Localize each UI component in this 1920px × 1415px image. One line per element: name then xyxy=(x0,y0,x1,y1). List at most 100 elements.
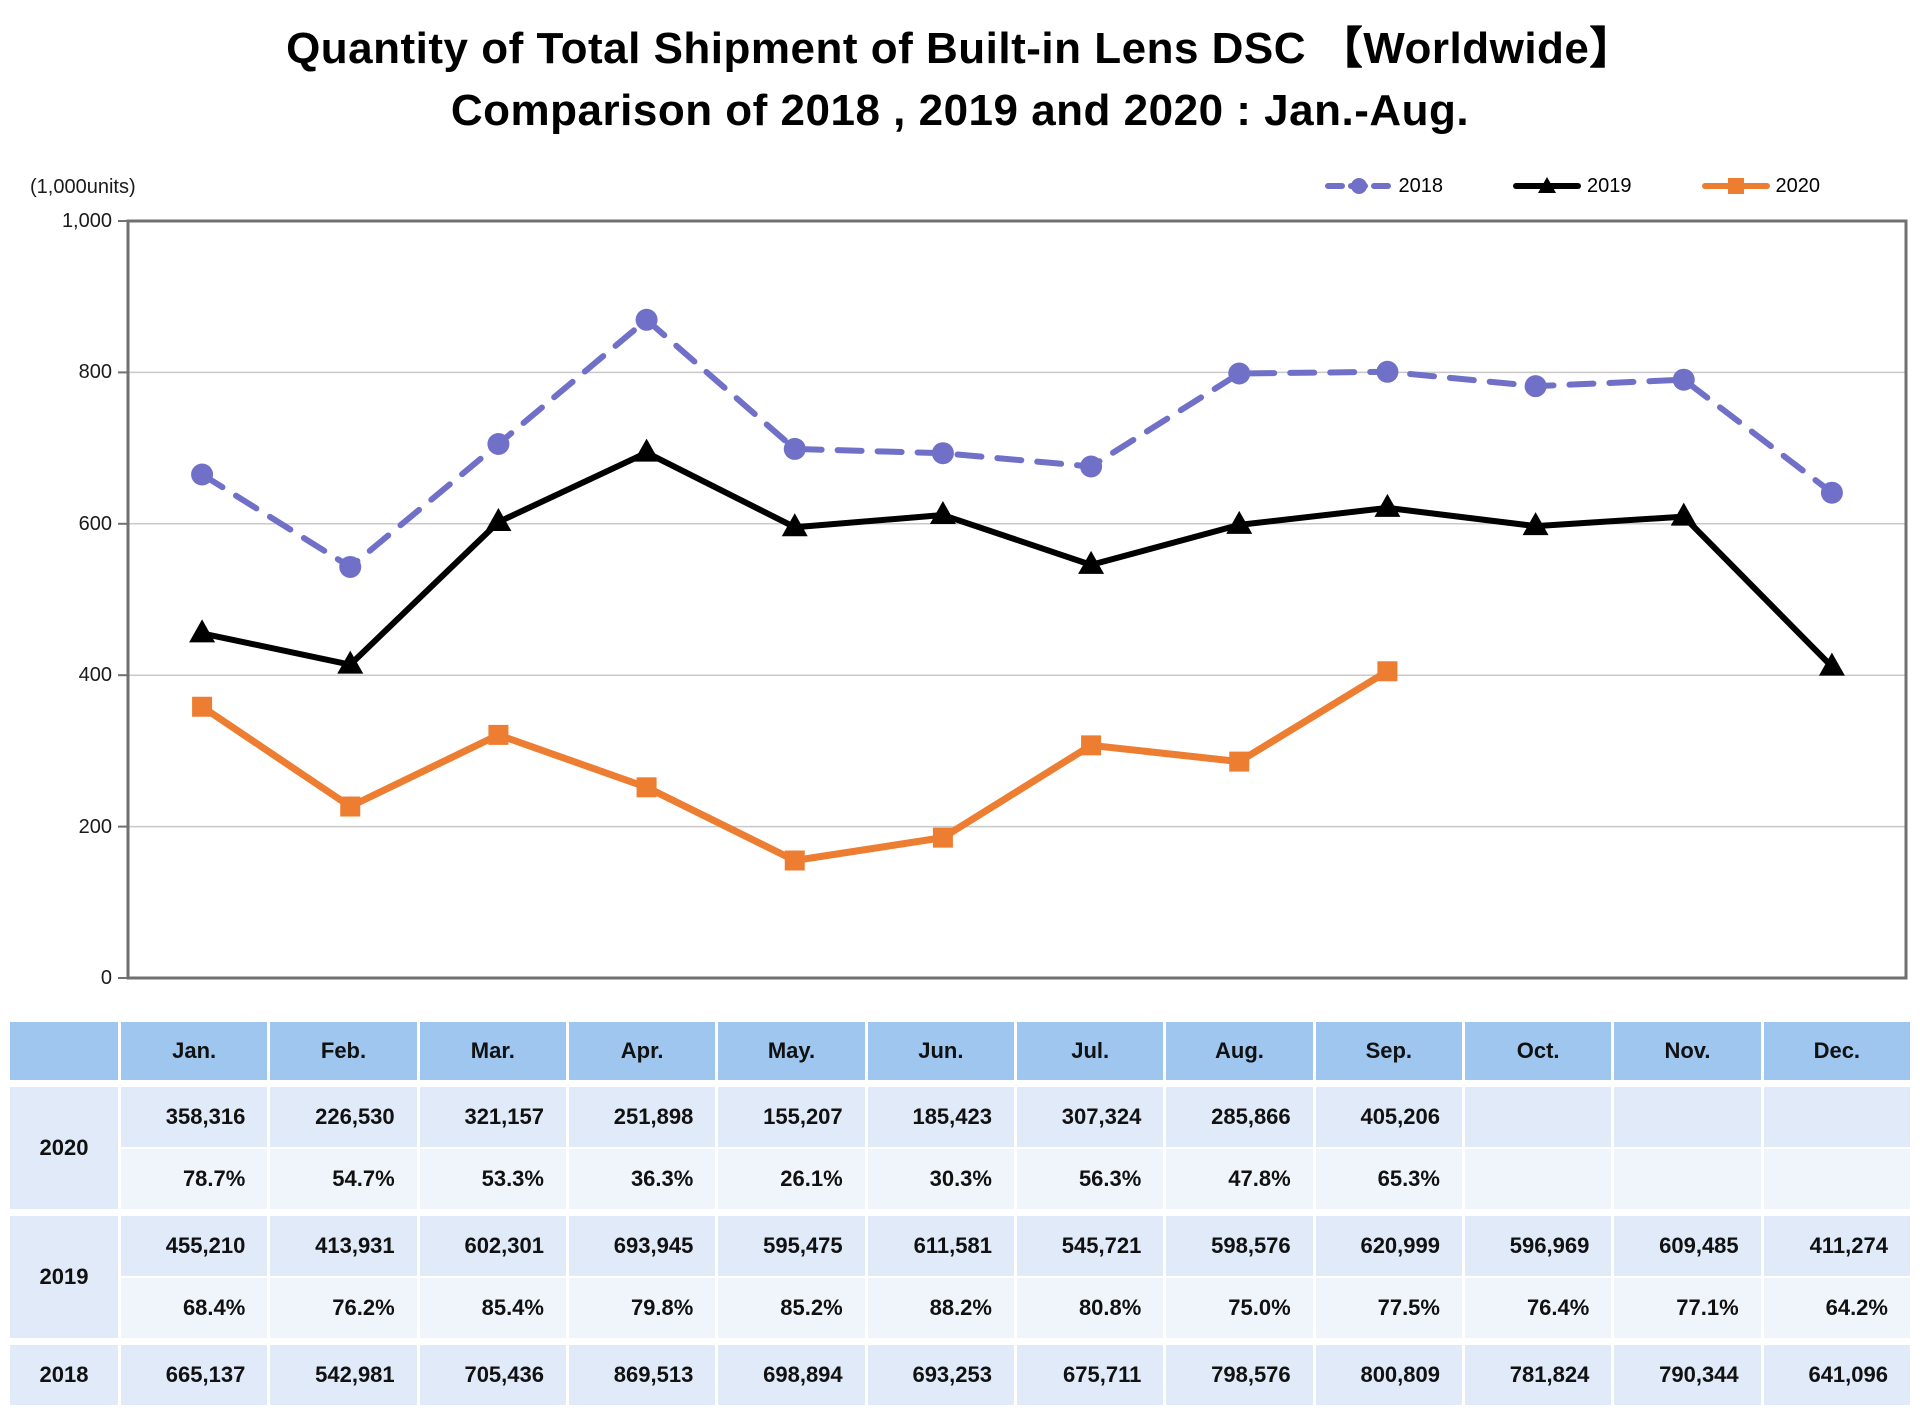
table-percent-cell: 76.2% xyxy=(270,1278,417,1338)
table-value-cell: 800,809 xyxy=(1315,1345,1462,1405)
square-marker xyxy=(636,777,657,798)
table-percent-cell: 53.3% xyxy=(419,1149,566,1209)
table-value-cell xyxy=(1464,1087,1612,1147)
circle-marker xyxy=(1228,362,1251,385)
table-value-cell: 251,898 xyxy=(568,1087,716,1147)
table-percent-cell: 68.4% xyxy=(121,1278,268,1338)
chart-legend: 2018 2019 2020 xyxy=(1324,174,1820,198)
table-value-cell: 596,969 xyxy=(1464,1216,1612,1276)
circle-marker xyxy=(487,432,510,455)
table-percent-cell: 85.4% xyxy=(419,1278,566,1338)
table-value-cell: 693,253 xyxy=(867,1345,1014,1405)
table-percent-cell: 77.1% xyxy=(1614,1278,1761,1338)
table-percent-cell xyxy=(1464,1149,1612,1209)
table-value-cell: 705,436 xyxy=(419,1345,566,1405)
table-group-2020: 2020 358,316 226,530 321,157 251,898 155,207 1… xyxy=(10,1087,1910,1209)
line-chart-plot-area xyxy=(118,219,1908,980)
table-value-cell: 542,981 xyxy=(270,1345,417,1405)
legend-swatch-square-icon xyxy=(1701,178,1770,194)
legend-item-2020: 2020 xyxy=(1701,174,1820,198)
table-percent-cell: 56.3% xyxy=(1016,1149,1164,1209)
table-value-cell: 307,324 xyxy=(1016,1087,1164,1147)
table-year-label: 2020 xyxy=(10,1087,118,1209)
table-percent-cell: 54.7% xyxy=(270,1149,417,1209)
table-percent-cell: 77.5% xyxy=(1315,1278,1462,1338)
table-group-2018: 2018 665,137 542,981 705,436 869,513 698,894 6… xyxy=(10,1345,1910,1405)
table-value-cell: 790,344 xyxy=(1614,1345,1761,1405)
table-header-month: Aug. xyxy=(1166,1022,1313,1080)
square-marker xyxy=(340,796,361,817)
legend-swatch-triangle-icon xyxy=(1513,177,1581,193)
legend-item-2019: 2019 xyxy=(1513,174,1632,198)
triangle-marker xyxy=(337,650,364,674)
table-value-cell: 620,999 xyxy=(1315,1216,1462,1276)
table-value-cell: 285,866 xyxy=(1166,1087,1313,1147)
y-tick-label-600: 600 xyxy=(78,513,112,535)
square-marker xyxy=(1229,751,1250,772)
legend-label: 2019 xyxy=(1587,174,1632,197)
triangle-marker xyxy=(1818,652,1845,676)
table-value-cell: 321,157 xyxy=(419,1087,566,1147)
square-marker xyxy=(192,696,213,717)
table-value-cell: 358,316 xyxy=(121,1087,268,1147)
y-tick-label-800: 800 xyxy=(78,361,112,383)
table-value-cell: 185,423 xyxy=(867,1087,1014,1147)
square-marker xyxy=(1081,735,1102,756)
triangle-marker xyxy=(633,438,660,462)
table-percent-cell: 26.1% xyxy=(718,1149,865,1209)
table-value-cell: 781,824 xyxy=(1464,1345,1612,1405)
series-line-2018 xyxy=(199,316,1835,570)
table-header-month: Mar. xyxy=(419,1022,566,1080)
table-year-label: 2019 xyxy=(10,1216,118,1338)
table-value-cell: 598,576 xyxy=(1166,1216,1313,1276)
chart-title: Quantity of Total Shipment of Built-in L… xyxy=(0,18,1920,143)
table-value-cell: 693,945 xyxy=(568,1216,716,1276)
y-tick-label-1000: 1,000 xyxy=(61,210,112,232)
circle-marker xyxy=(931,442,954,465)
circle-marker xyxy=(1524,375,1547,398)
table-percent-cell: 47.8% xyxy=(1166,1149,1313,1209)
circle-marker xyxy=(783,437,806,460)
table-header-month: Oct. xyxy=(1464,1022,1612,1080)
square-marker xyxy=(784,850,805,871)
table-header-row: Jan. Feb. Mar. Apr. May. Jun. Jul. Aug. Sep. Oct.… xyxy=(10,1022,1910,1080)
table-header-month: Sep. xyxy=(1315,1022,1462,1080)
table-value-cell: 595,475 xyxy=(718,1216,865,1276)
table-percent-cell: 80.8% xyxy=(1016,1278,1164,1338)
table-value-cell xyxy=(1614,1087,1761,1147)
table-group-2019: 2019 455,210 413,931 602,301 693,945 595,475 6… xyxy=(10,1216,1910,1338)
table-value-cell: 698,894 xyxy=(718,1345,865,1405)
table-percent-cell: 30.3% xyxy=(867,1149,1014,1209)
circle-marker xyxy=(191,463,214,486)
triangle-marker xyxy=(1226,510,1253,534)
table-value-cell: 545,721 xyxy=(1016,1216,1164,1276)
y-tick-label-0: 0 xyxy=(100,967,112,989)
table-percent-cell xyxy=(1763,1149,1910,1209)
table-header-month: May. xyxy=(718,1022,865,1080)
circle-marker xyxy=(635,308,658,331)
table-value-cell: 602,301 xyxy=(419,1216,566,1276)
table-header-month: Nov. xyxy=(1614,1022,1761,1080)
table-value-cell xyxy=(1763,1087,1910,1147)
triangle-marker xyxy=(485,508,512,532)
table-corner-cell xyxy=(10,1022,118,1080)
table-value-cell: 869,513 xyxy=(568,1345,716,1405)
triangle-marker xyxy=(1522,512,1549,536)
circle-marker xyxy=(1820,481,1843,504)
table-value-cell: 665,137 xyxy=(121,1345,268,1405)
circle-marker xyxy=(339,555,362,578)
triangle-marker xyxy=(189,619,216,643)
table-value-cell: 413,931 xyxy=(270,1216,417,1276)
table-percent-cell: 88.2% xyxy=(867,1278,1014,1338)
y-tick-label-200: 200 xyxy=(78,816,112,838)
table-value-cell: 455,210 xyxy=(121,1216,268,1276)
circle-marker xyxy=(1376,360,1399,383)
table-header-month: Jul. xyxy=(1016,1022,1164,1080)
chart-title-line2: Comparison of 2018 , 2019 and 2020 : Jan… xyxy=(450,86,1470,136)
table-value-cell: 611,581 xyxy=(867,1216,1014,1276)
series-line-2020 xyxy=(198,667,1391,865)
table-value-cell: 405,206 xyxy=(1315,1087,1462,1147)
series-line-2019 xyxy=(199,449,1835,670)
table-header-month: Dec. xyxy=(1763,1022,1910,1080)
